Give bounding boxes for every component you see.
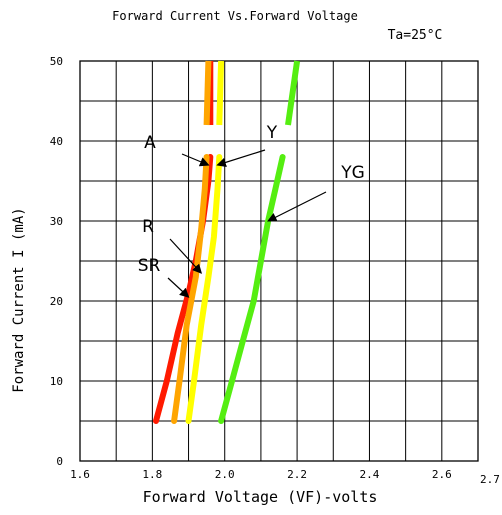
x-tick-label: 2.2: [287, 468, 307, 481]
annotation-arrow-sr: [168, 278, 189, 297]
annotation-label-yg: YG: [340, 163, 365, 183]
annotation-label-a: A: [144, 133, 156, 153]
series-y-upper: [219, 61, 221, 125]
y-tick-label: 20: [50, 295, 63, 308]
series-r-upper: [207, 61, 209, 125]
y-tick-label: 50: [50, 55, 63, 68]
chart-title: Forward Current Vs.Forward Voltage: [112, 9, 358, 23]
x-tick-label: 2.7: [480, 473, 500, 486]
annotation-label-r: R: [142, 217, 154, 237]
y-tick-label: 30: [50, 215, 63, 228]
x-tick-label: 1.8: [142, 468, 162, 481]
annotations-layer: A Y YG R SR: [138, 123, 365, 297]
x-tick-label: 2.4: [360, 468, 380, 481]
x-axis-label: Forward Voltage (VF)-volts: [143, 488, 378, 506]
condition-label: Ta=25°C: [388, 28, 443, 43]
annotation-label-y: Y: [266, 123, 278, 143]
y-tick-label: 0: [56, 455, 63, 468]
x-tick-label: 2.6: [432, 468, 452, 481]
x-tick-label: 1.6: [70, 468, 90, 481]
y-axis-label: Forward Current I (mA): [11, 207, 27, 392]
y-tick-label: 40: [50, 135, 63, 148]
annotation-label-sr: SR: [138, 256, 161, 276]
x-tick-label: 2.0: [215, 468, 235, 481]
series-layer: [156, 61, 297, 421]
series-yg-upper: [288, 61, 297, 125]
y-tick-label: 10: [50, 375, 63, 388]
